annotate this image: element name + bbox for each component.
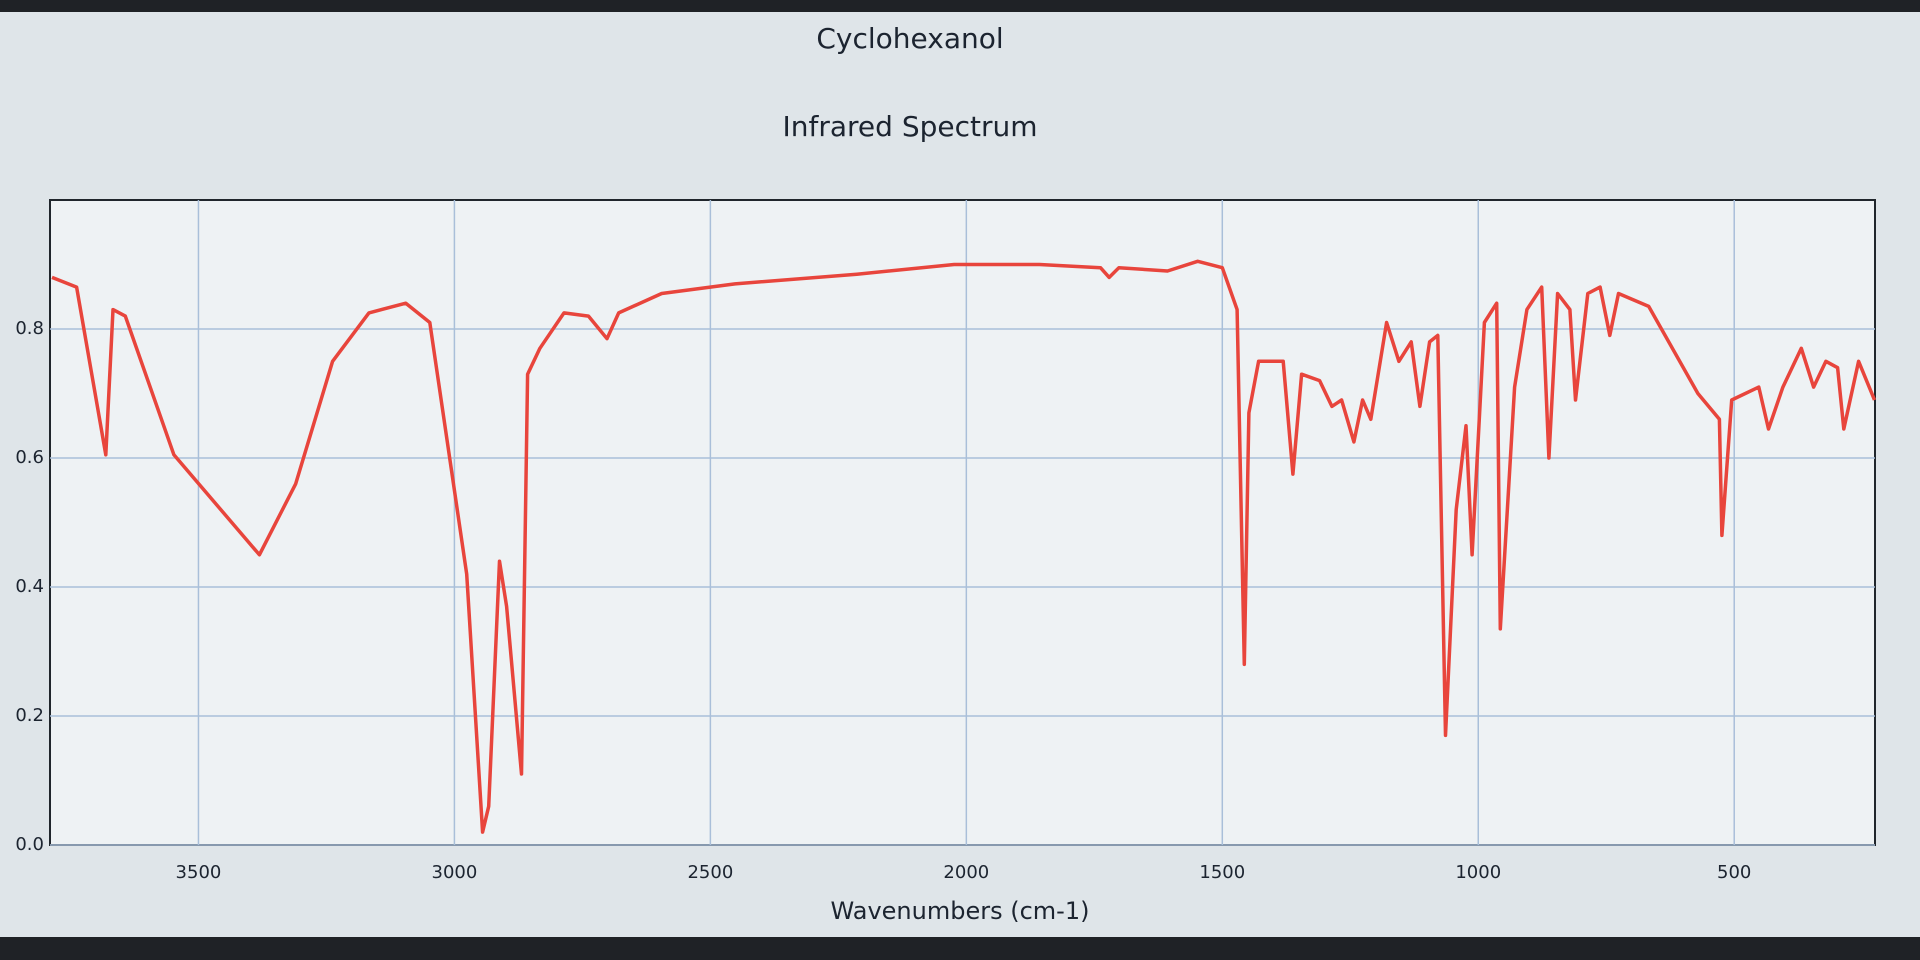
- x-tick-label: 1500: [1199, 862, 1245, 883]
- chart-subtitle: Infrared Spectrum: [782, 110, 1037, 143]
- x-tick-label: 500: [1717, 862, 1751, 883]
- y-tick-label: 0.8: [15, 318, 44, 339]
- y-tick-label: 0.2: [15, 705, 44, 726]
- x-tick-label: 3000: [432, 862, 478, 883]
- chart-title: Cyclohexanol: [816, 22, 1003, 55]
- x-tick-label: 3500: [176, 862, 222, 883]
- x-tick-label: 1000: [1455, 862, 1501, 883]
- y-tick-label: 0.0: [15, 834, 44, 855]
- y-tick-label: 0.4: [15, 576, 44, 597]
- x-axis-label: Wavenumbers (cm-1): [831, 897, 1090, 925]
- spectrum-line: [51, 259, 1877, 834]
- plot-area: [49, 199, 1876, 846]
- x-tick-label: 2500: [687, 862, 733, 883]
- x-tick-label: 2000: [943, 862, 989, 883]
- y-tick-label: 0.6: [15, 447, 44, 468]
